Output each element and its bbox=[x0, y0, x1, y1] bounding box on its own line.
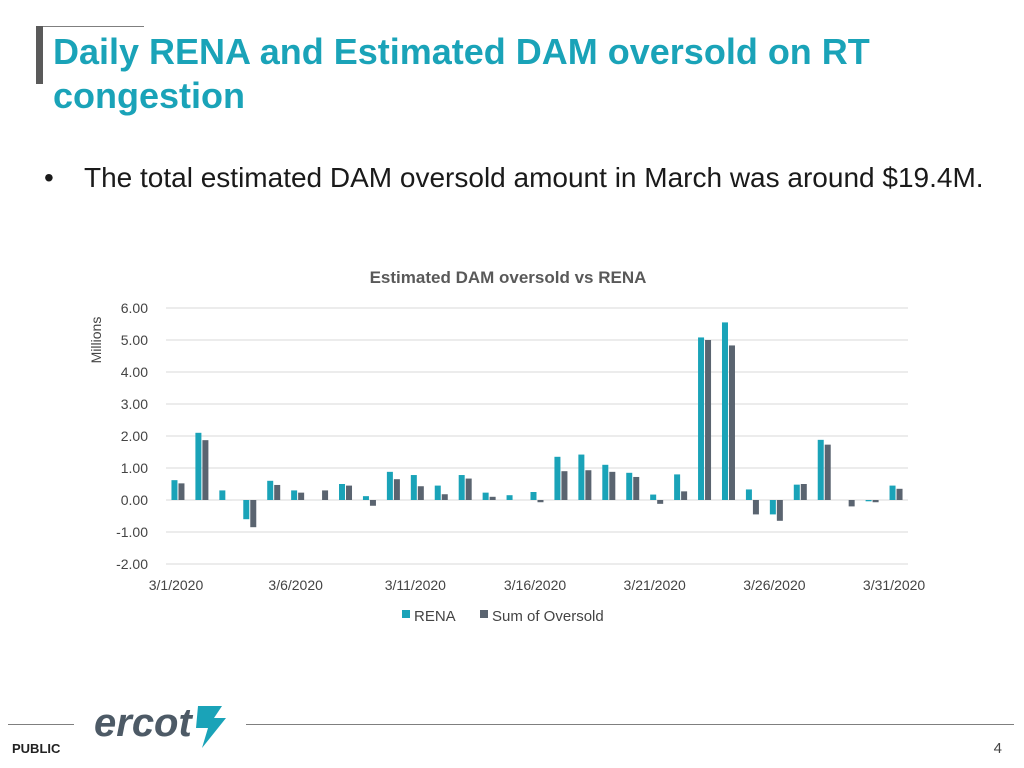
oversold-bar bbox=[776, 500, 783, 521]
x-tick-label: 3/11/2020 bbox=[385, 577, 446, 593]
oversold-bar bbox=[896, 488, 903, 500]
oversold-bar bbox=[681, 491, 688, 500]
oversold-bar bbox=[489, 496, 496, 500]
rena-bar bbox=[386, 471, 393, 500]
ercot-logo-text: ercot bbox=[94, 701, 193, 745]
rena-bar bbox=[602, 464, 609, 500]
y-tick-label: 6.00 bbox=[121, 300, 148, 316]
rena-bar bbox=[626, 472, 633, 500]
oversold-bar bbox=[705, 340, 712, 500]
rena-bar bbox=[745, 489, 752, 500]
ercot-logo: ercot bbox=[94, 701, 226, 748]
bullet-icon: • bbox=[44, 162, 54, 193]
bullet-text: The total estimated DAM oversold amount … bbox=[84, 162, 984, 193]
footer-rule-right bbox=[246, 724, 1014, 725]
rena-bar bbox=[578, 454, 585, 500]
x-tick-label: 3/1/2020 bbox=[149, 577, 204, 593]
rena-bar bbox=[291, 490, 298, 500]
oversold-bar bbox=[752, 500, 759, 515]
footer-rule-left bbox=[8, 724, 74, 725]
oversold-bar bbox=[609, 471, 616, 500]
rena-bar bbox=[434, 485, 441, 500]
rena-bar bbox=[793, 484, 800, 500]
rena-bar bbox=[506, 495, 513, 500]
rena-bar bbox=[410, 475, 417, 500]
oversold-bar bbox=[250, 500, 257, 528]
rena-bar bbox=[674, 474, 681, 500]
oversold-bar bbox=[585, 470, 592, 500]
footer-public-label: PUBLIC bbox=[12, 741, 61, 756]
y-tick-label: 4.00 bbox=[121, 364, 148, 380]
oversold-bar bbox=[417, 486, 424, 500]
rena-bar bbox=[219, 490, 226, 500]
rena-bar bbox=[554, 456, 561, 500]
rena-bar bbox=[769, 500, 776, 515]
rena-bar bbox=[721, 322, 728, 500]
y-tick-label: 2.00 bbox=[121, 428, 148, 444]
rena-bar bbox=[195, 432, 202, 500]
legend-swatch-rena bbox=[402, 610, 410, 618]
x-tick-label: 3/6/2020 bbox=[268, 577, 323, 593]
x-tick-label: 3/16/2020 bbox=[504, 577, 566, 593]
bar-chart: -2.00 -1.00 0.00 1.00 2.00 3.00 4.00 5.00 6.00 Mi… bbox=[88, 300, 925, 625]
rena-bar bbox=[458, 475, 465, 500]
oversold-bar bbox=[561, 471, 568, 500]
rena-bar bbox=[171, 480, 178, 500]
x-tick-label: 3/26/2020 bbox=[743, 577, 805, 593]
oversold-bar bbox=[824, 444, 831, 500]
y-tick-label: 5.00 bbox=[121, 332, 148, 348]
oversold-bar bbox=[346, 485, 353, 500]
rena-bar bbox=[650, 494, 657, 500]
rena-bar bbox=[530, 492, 537, 500]
oversold-bar bbox=[872, 500, 879, 503]
oversold-bar bbox=[178, 483, 185, 500]
oversold-bar bbox=[465, 478, 472, 500]
rena-bar bbox=[482, 492, 489, 500]
rena-bar bbox=[889, 485, 896, 500]
rena-bar bbox=[865, 500, 872, 502]
rena-bar bbox=[267, 480, 274, 500]
oversold-bar bbox=[393, 479, 400, 500]
rena-bar bbox=[698, 337, 705, 500]
y-tick-label: -1.00 bbox=[116, 524, 148, 540]
rena-bar bbox=[817, 439, 824, 500]
rena-bar bbox=[339, 484, 346, 500]
legend-label-oversold: Sum of Oversold bbox=[492, 608, 604, 625]
oversold-bar bbox=[298, 492, 305, 500]
oversold-bar bbox=[441, 494, 448, 500]
y-tick-label: 0.00 bbox=[121, 492, 148, 508]
oversold-bar bbox=[657, 500, 664, 504]
oversold-bar bbox=[800, 484, 807, 500]
oversold-bar bbox=[848, 500, 855, 507]
rena-bar bbox=[362, 496, 369, 500]
oversold-bar bbox=[728, 345, 735, 500]
oversold-bar bbox=[369, 500, 376, 506]
chart-title: Estimated DAM oversold vs RENA bbox=[369, 268, 647, 287]
oversold-bar bbox=[322, 490, 329, 500]
x-tick-label: 3/31/2020 bbox=[863, 577, 925, 593]
legend-label-rena: RENA bbox=[414, 608, 456, 625]
x-tick-label: 3/21/2020 bbox=[624, 577, 686, 593]
title-top-rule bbox=[36, 26, 144, 27]
y-axis-label: Millions bbox=[88, 317, 104, 364]
slide-title: Daily RENA and Estimated DAM oversold on… bbox=[53, 31, 870, 116]
y-tick-label: -2.00 bbox=[116, 556, 148, 572]
oversold-bar bbox=[633, 476, 640, 500]
y-tick-label: 1.00 bbox=[121, 460, 148, 476]
page-number: 4 bbox=[993, 740, 1002, 757]
legend-swatch-oversold bbox=[480, 610, 488, 618]
oversold-bar bbox=[274, 484, 281, 500]
lightning-icon bbox=[196, 706, 226, 748]
rena-bar bbox=[243, 500, 250, 520]
oversold-bar bbox=[537, 500, 544, 503]
oversold-bar bbox=[202, 440, 209, 500]
title-accent-bar bbox=[36, 26, 43, 84]
y-tick-label: 3.00 bbox=[121, 396, 148, 412]
